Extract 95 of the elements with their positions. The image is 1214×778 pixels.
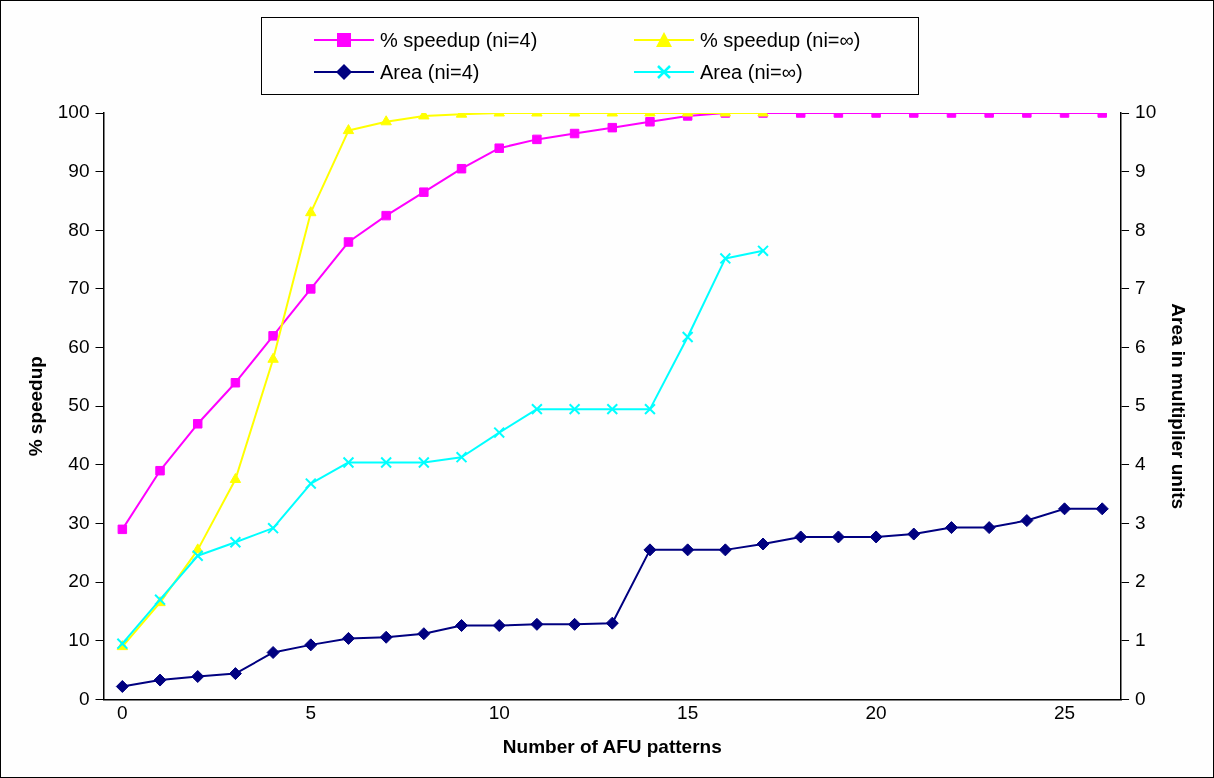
y2-tick-label: 2	[1135, 570, 1146, 592]
point	[568, 617, 582, 631]
point	[379, 630, 393, 644]
x-tick-label: 15	[677, 702, 699, 724]
y-tick-label: 60	[68, 335, 90, 357]
y-tick-label: 80	[68, 218, 90, 240]
point	[268, 331, 278, 341]
x-tick-label: 5	[305, 702, 317, 724]
point	[757, 244, 769, 257]
point	[191, 549, 204, 562]
point	[982, 521, 996, 535]
point	[229, 536, 242, 549]
y2-tick-label: 0	[1135, 687, 1146, 709]
point	[266, 645, 280, 659]
y2-tick-label: 8	[1135, 218, 1146, 240]
point	[492, 619, 506, 633]
point	[306, 284, 316, 294]
point	[944, 521, 958, 535]
y-axis-title: % speedup	[24, 356, 46, 457]
point	[530, 403, 543, 416]
point	[153, 673, 167, 687]
y-tick-label: 70	[68, 277, 90, 299]
point	[756, 537, 770, 551]
point	[718, 543, 732, 557]
point	[532, 134, 542, 145]
y2-tick-label: 5	[1135, 394, 1146, 416]
point	[228, 667, 242, 681]
point	[267, 352, 279, 363]
x-tick-label: 20	[865, 702, 887, 724]
point	[381, 210, 391, 221]
point	[1095, 502, 1109, 516]
y2-tick-label: 10	[1135, 101, 1157, 123]
y-tick-label: 10	[68, 628, 90, 650]
point	[419, 187, 429, 197]
point	[1020, 514, 1034, 528]
point	[341, 631, 355, 645]
point	[115, 680, 129, 693]
point	[455, 619, 469, 633]
y-tick-label: 40	[68, 453, 90, 475]
x-tick-label: 10	[488, 702, 510, 724]
point	[530, 617, 544, 631]
point	[605, 616, 619, 630]
y2-tick-label: 7	[1135, 277, 1146, 299]
point	[681, 543, 695, 557]
point	[831, 530, 845, 544]
point	[304, 638, 318, 652]
point	[643, 543, 657, 557]
y-tick-label: 30	[68, 511, 90, 533]
y2-tick-label: 1	[1135, 628, 1146, 650]
point	[455, 451, 468, 464]
y2-axis-title: Area in multiplier units	[1168, 303, 1190, 510]
point	[494, 143, 504, 153]
y-tick-label: 50	[68, 394, 90, 416]
legend-label: Area (ni=∞)	[700, 60, 803, 84]
point	[681, 331, 694, 343]
point	[644, 403, 656, 416]
point	[117, 524, 128, 535]
x-tick-label: 25	[1053, 702, 1076, 724]
y-tick-label: 90	[68, 159, 90, 181]
point	[192, 419, 203, 429]
point	[380, 456, 393, 469]
point	[155, 465, 165, 476]
point	[417, 456, 430, 469]
point	[719, 252, 732, 265]
point	[1058, 502, 1072, 516]
legend-label: Area (ni=4)	[380, 60, 480, 84]
point	[229, 473, 242, 483]
point	[417, 627, 431, 641]
point	[267, 522, 280, 535]
y2-tick-label: 9	[1135, 159, 1146, 181]
y2-tick-label: 6	[1135, 335, 1146, 357]
point	[645, 117, 655, 127]
point	[869, 530, 883, 544]
point	[342, 456, 355, 469]
point	[907, 527, 921, 541]
legend-label: % speedup (ni=4)	[380, 28, 538, 52]
y2-tick-label: 3	[1135, 511, 1146, 533]
point	[456, 163, 467, 174]
legend-label: % speedup (ni=∞)	[700, 28, 861, 52]
point	[606, 403, 619, 416]
point	[569, 128, 580, 139]
x-tick-label: 0	[117, 702, 128, 724]
y2-tick-label: 4	[1135, 453, 1147, 475]
y-tick-label: 0	[78, 687, 90, 709]
point	[304, 477, 317, 490]
y-tick-label: 100	[57, 101, 90, 123]
point	[607, 122, 618, 133]
point	[794, 530, 808, 544]
y-tick-label: 20	[68, 570, 90, 592]
point	[230, 378, 241, 388]
x-axis-title: Number of AFU patterns	[502, 735, 722, 757]
point	[568, 403, 581, 416]
point	[493, 426, 506, 439]
point	[343, 237, 354, 247]
point	[191, 670, 205, 684]
